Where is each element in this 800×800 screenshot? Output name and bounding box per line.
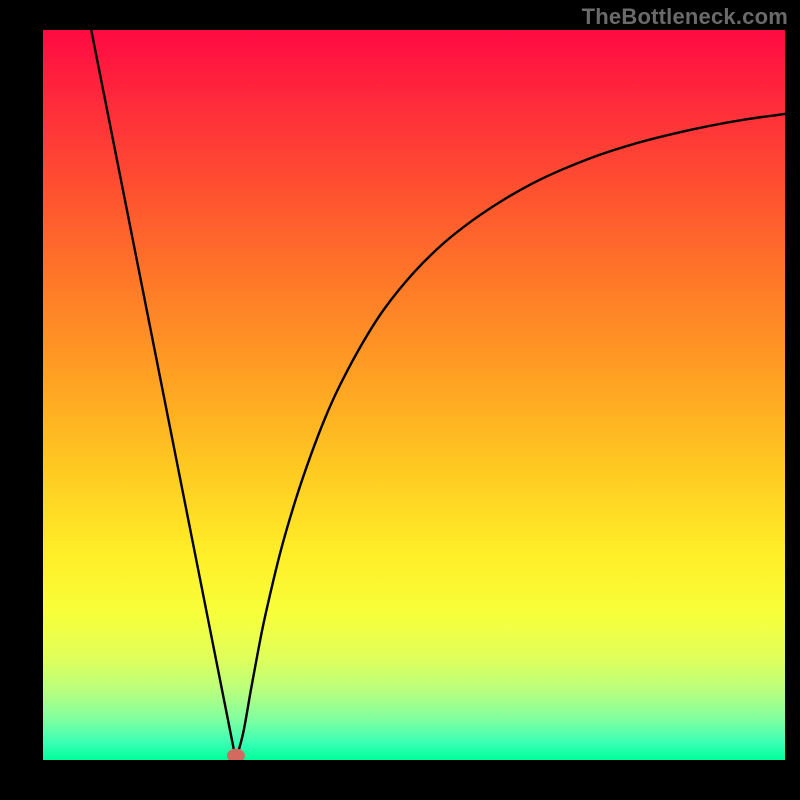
plot-area [43,30,785,760]
curve-left-branch [91,30,236,760]
chart-frame: TheBottleneck.com [0,0,800,800]
curve-right-branch [236,114,785,760]
watermark-text: TheBottleneck.com [582,4,788,30]
bottleneck-curve [43,30,785,760]
minimum-marker [227,749,245,760]
